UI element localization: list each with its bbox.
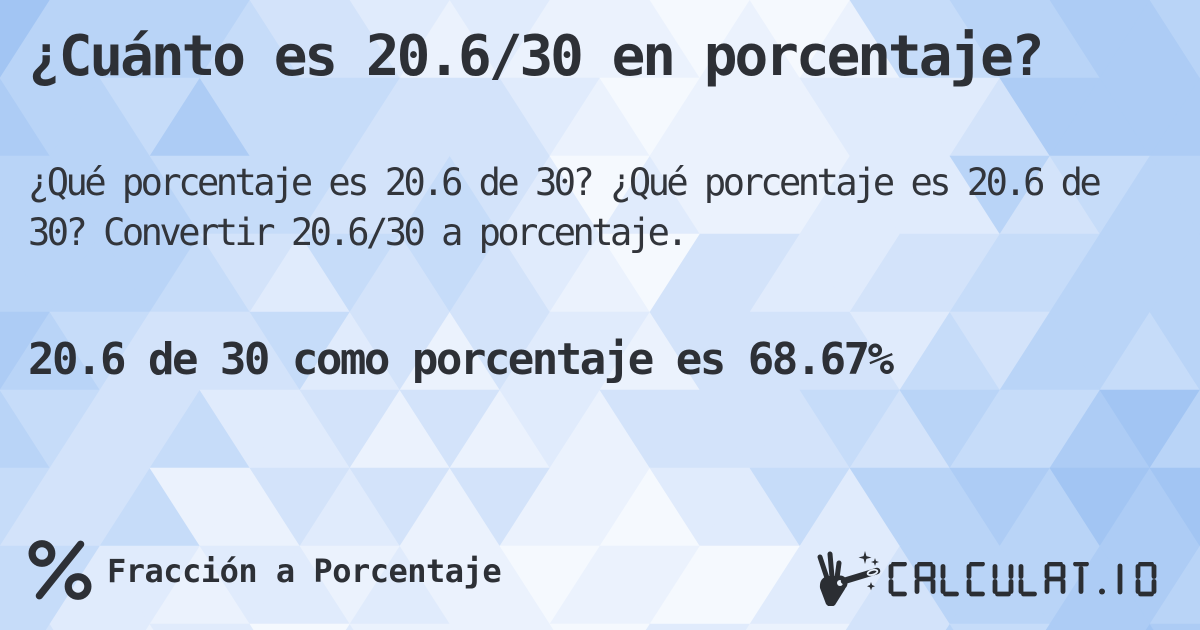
sparkle-star bbox=[867, 582, 875, 591]
sparkle-star bbox=[858, 551, 872, 564]
magic-wand-hand-icon bbox=[817, 551, 881, 606]
percent-icon bbox=[28, 540, 92, 600]
description-line-1: ¿Qué porcentaje es 20.6 de 30? ¿Qué porc… bbox=[28, 161, 1102, 204]
category-badge: Fracción a Porcentaje bbox=[28, 540, 502, 600]
page-description: ¿Qué porcentaje es 20.6 de 30? ¿Qué porc… bbox=[28, 158, 1102, 258]
sparkle-star bbox=[871, 558, 879, 566]
brand-logo bbox=[812, 548, 1164, 606]
description-line-2: 30? Convertir 20.6/30 a porcentaje. bbox=[28, 211, 689, 254]
brand-logotype bbox=[888, 562, 1157, 597]
answer-text: 20.6 de 30 como porcentaje es 68.67% bbox=[28, 334, 894, 385]
page-title: ¿Cuánto es 20.6/30 en porcentaje? bbox=[28, 24, 1045, 89]
category-label: Fracción a Porcentaje bbox=[107, 552, 502, 590]
